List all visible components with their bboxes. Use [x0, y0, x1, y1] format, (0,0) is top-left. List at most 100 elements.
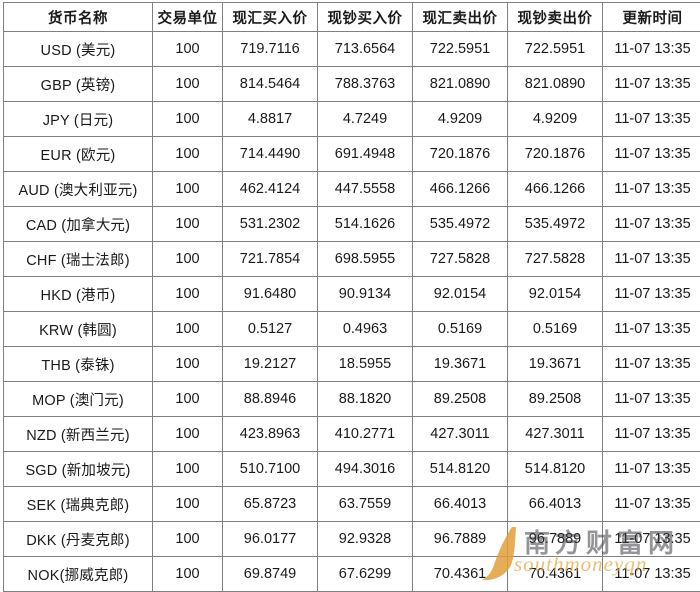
cell-cash-buy: 410.2771 [318, 417, 413, 452]
exchange-rate-table-container: 货币名称 交易单位 现汇买入价 现钞买入价 现汇卖出价 现钞卖出价 更新时间 U… [3, 2, 697, 592]
cell-cash-buy: 788.3763 [318, 67, 413, 102]
cell-currency-name: EUR (欧元) [4, 137, 153, 172]
cell-currency-name: JPY (日元) [4, 102, 153, 137]
cell-spot-sell: 92.0154 [413, 277, 508, 312]
cell-currency-name: USD (美元) [4, 32, 153, 67]
cell-currency-name: GBP (英镑) [4, 67, 153, 102]
cell-trade-unit: 100 [153, 417, 223, 452]
cell-update-time: 11-07 13:35 [603, 557, 700, 592]
cell-update-time: 11-07 13:35 [603, 207, 700, 242]
cell-cash-sell: 89.2508 [508, 382, 603, 417]
cell-update-time: 11-07 13:35 [603, 522, 700, 557]
cell-trade-unit: 100 [153, 312, 223, 347]
cell-cash-sell: 96.7889 [508, 522, 603, 557]
cell-trade-unit: 100 [153, 242, 223, 277]
cell-cash-sell: 514.8120 [508, 452, 603, 487]
cell-cash-buy: 18.5955 [318, 347, 413, 382]
cell-update-time: 11-07 13:35 [603, 172, 700, 207]
cell-trade-unit: 100 [153, 137, 223, 172]
table-header-row: 货币名称 交易单位 现汇买入价 现钞买入价 现汇卖出价 现钞卖出价 更新时间 [4, 3, 700, 32]
cell-trade-unit: 100 [153, 452, 223, 487]
cell-trade-unit: 100 [153, 67, 223, 102]
column-header-currency-name: 货币名称 [4, 3, 153, 32]
cell-spot-buy: 714.4490 [223, 137, 318, 172]
cell-spot-buy: 510.7100 [223, 452, 318, 487]
cell-spot-sell: 427.3011 [413, 417, 508, 452]
cell-spot-buy: 721.7854 [223, 242, 318, 277]
cell-update-time: 11-07 13:35 [603, 67, 700, 102]
cell-cash-sell: 720.1876 [508, 137, 603, 172]
cell-cash-buy: 698.5955 [318, 242, 413, 277]
cell-cash-sell: 70.4361 [508, 557, 603, 592]
cell-spot-buy: 88.8946 [223, 382, 318, 417]
cell-currency-name: NZD (新西兰元) [4, 417, 153, 452]
cell-currency-name: HKD (港币) [4, 277, 153, 312]
cell-trade-unit: 100 [153, 487, 223, 522]
column-header-update-time: 更新时间 [603, 3, 700, 32]
cell-trade-unit: 100 [153, 277, 223, 312]
cell-cash-buy: 691.4948 [318, 137, 413, 172]
cell-cash-sell: 466.1266 [508, 172, 603, 207]
cell-update-time: 11-07 13:35 [603, 487, 700, 522]
cell-currency-name: THB (泰铢) [4, 347, 153, 382]
cell-cash-buy: 63.7559 [318, 487, 413, 522]
cell-cash-sell: 722.5951 [508, 32, 603, 67]
cell-currency-name: SEK (瑞典克郎) [4, 487, 153, 522]
cell-cash-sell: 19.3671 [508, 347, 603, 382]
cell-spot-buy: 719.7116 [223, 32, 318, 67]
cell-spot-sell: 535.4972 [413, 207, 508, 242]
cell-spot-sell: 89.2508 [413, 382, 508, 417]
cell-currency-name: AUD (澳大利亚元) [4, 172, 153, 207]
cell-update-time: 11-07 13:35 [603, 32, 700, 67]
cell-cash-buy: 92.9328 [318, 522, 413, 557]
cell-spot-buy: 0.5127 [223, 312, 318, 347]
cell-cash-sell: 821.0890 [508, 67, 603, 102]
cell-update-time: 11-07 13:35 [603, 137, 700, 172]
cell-cash-buy: 494.3016 [318, 452, 413, 487]
cell-currency-name: CHF (瑞士法郎) [4, 242, 153, 277]
cell-cash-buy: 67.6299 [318, 557, 413, 592]
cell-trade-unit: 100 [153, 557, 223, 592]
cell-cash-buy: 713.6564 [318, 32, 413, 67]
cell-spot-buy: 531.2302 [223, 207, 318, 242]
cell-spot-buy: 423.8963 [223, 417, 318, 452]
cell-update-time: 11-07 13:35 [603, 242, 700, 277]
cell-cash-sell: 727.5828 [508, 242, 603, 277]
cell-cash-sell: 427.3011 [508, 417, 603, 452]
column-header-cash-buy: 现钞买入价 [318, 3, 413, 32]
cell-cash-sell: 0.5169 [508, 312, 603, 347]
cell-update-time: 11-07 13:35 [603, 417, 700, 452]
cell-trade-unit: 100 [153, 522, 223, 557]
cell-spot-sell: 19.3671 [413, 347, 508, 382]
cell-trade-unit: 100 [153, 172, 223, 207]
cell-currency-name: NOK(挪威克郎) [4, 557, 153, 592]
cell-spot-sell: 4.9209 [413, 102, 508, 137]
cell-spot-buy: 4.8817 [223, 102, 318, 137]
cell-currency-name: DKK (丹麦克郎) [4, 522, 153, 557]
cell-update-time: 11-07 13:35 [603, 102, 700, 137]
cell-cash-buy: 88.1820 [318, 382, 413, 417]
cell-cash-sell: 4.9209 [508, 102, 603, 137]
cell-currency-name: CAD (加拿大元) [4, 207, 153, 242]
cell-spot-sell: 70.4361 [413, 557, 508, 592]
cell-spot-buy: 462.4124 [223, 172, 318, 207]
cell-spot-buy: 814.5464 [223, 67, 318, 102]
cell-update-time: 11-07 13:35 [603, 312, 700, 347]
cell-spot-buy: 19.2127 [223, 347, 318, 382]
cell-spot-sell: 0.5169 [413, 312, 508, 347]
